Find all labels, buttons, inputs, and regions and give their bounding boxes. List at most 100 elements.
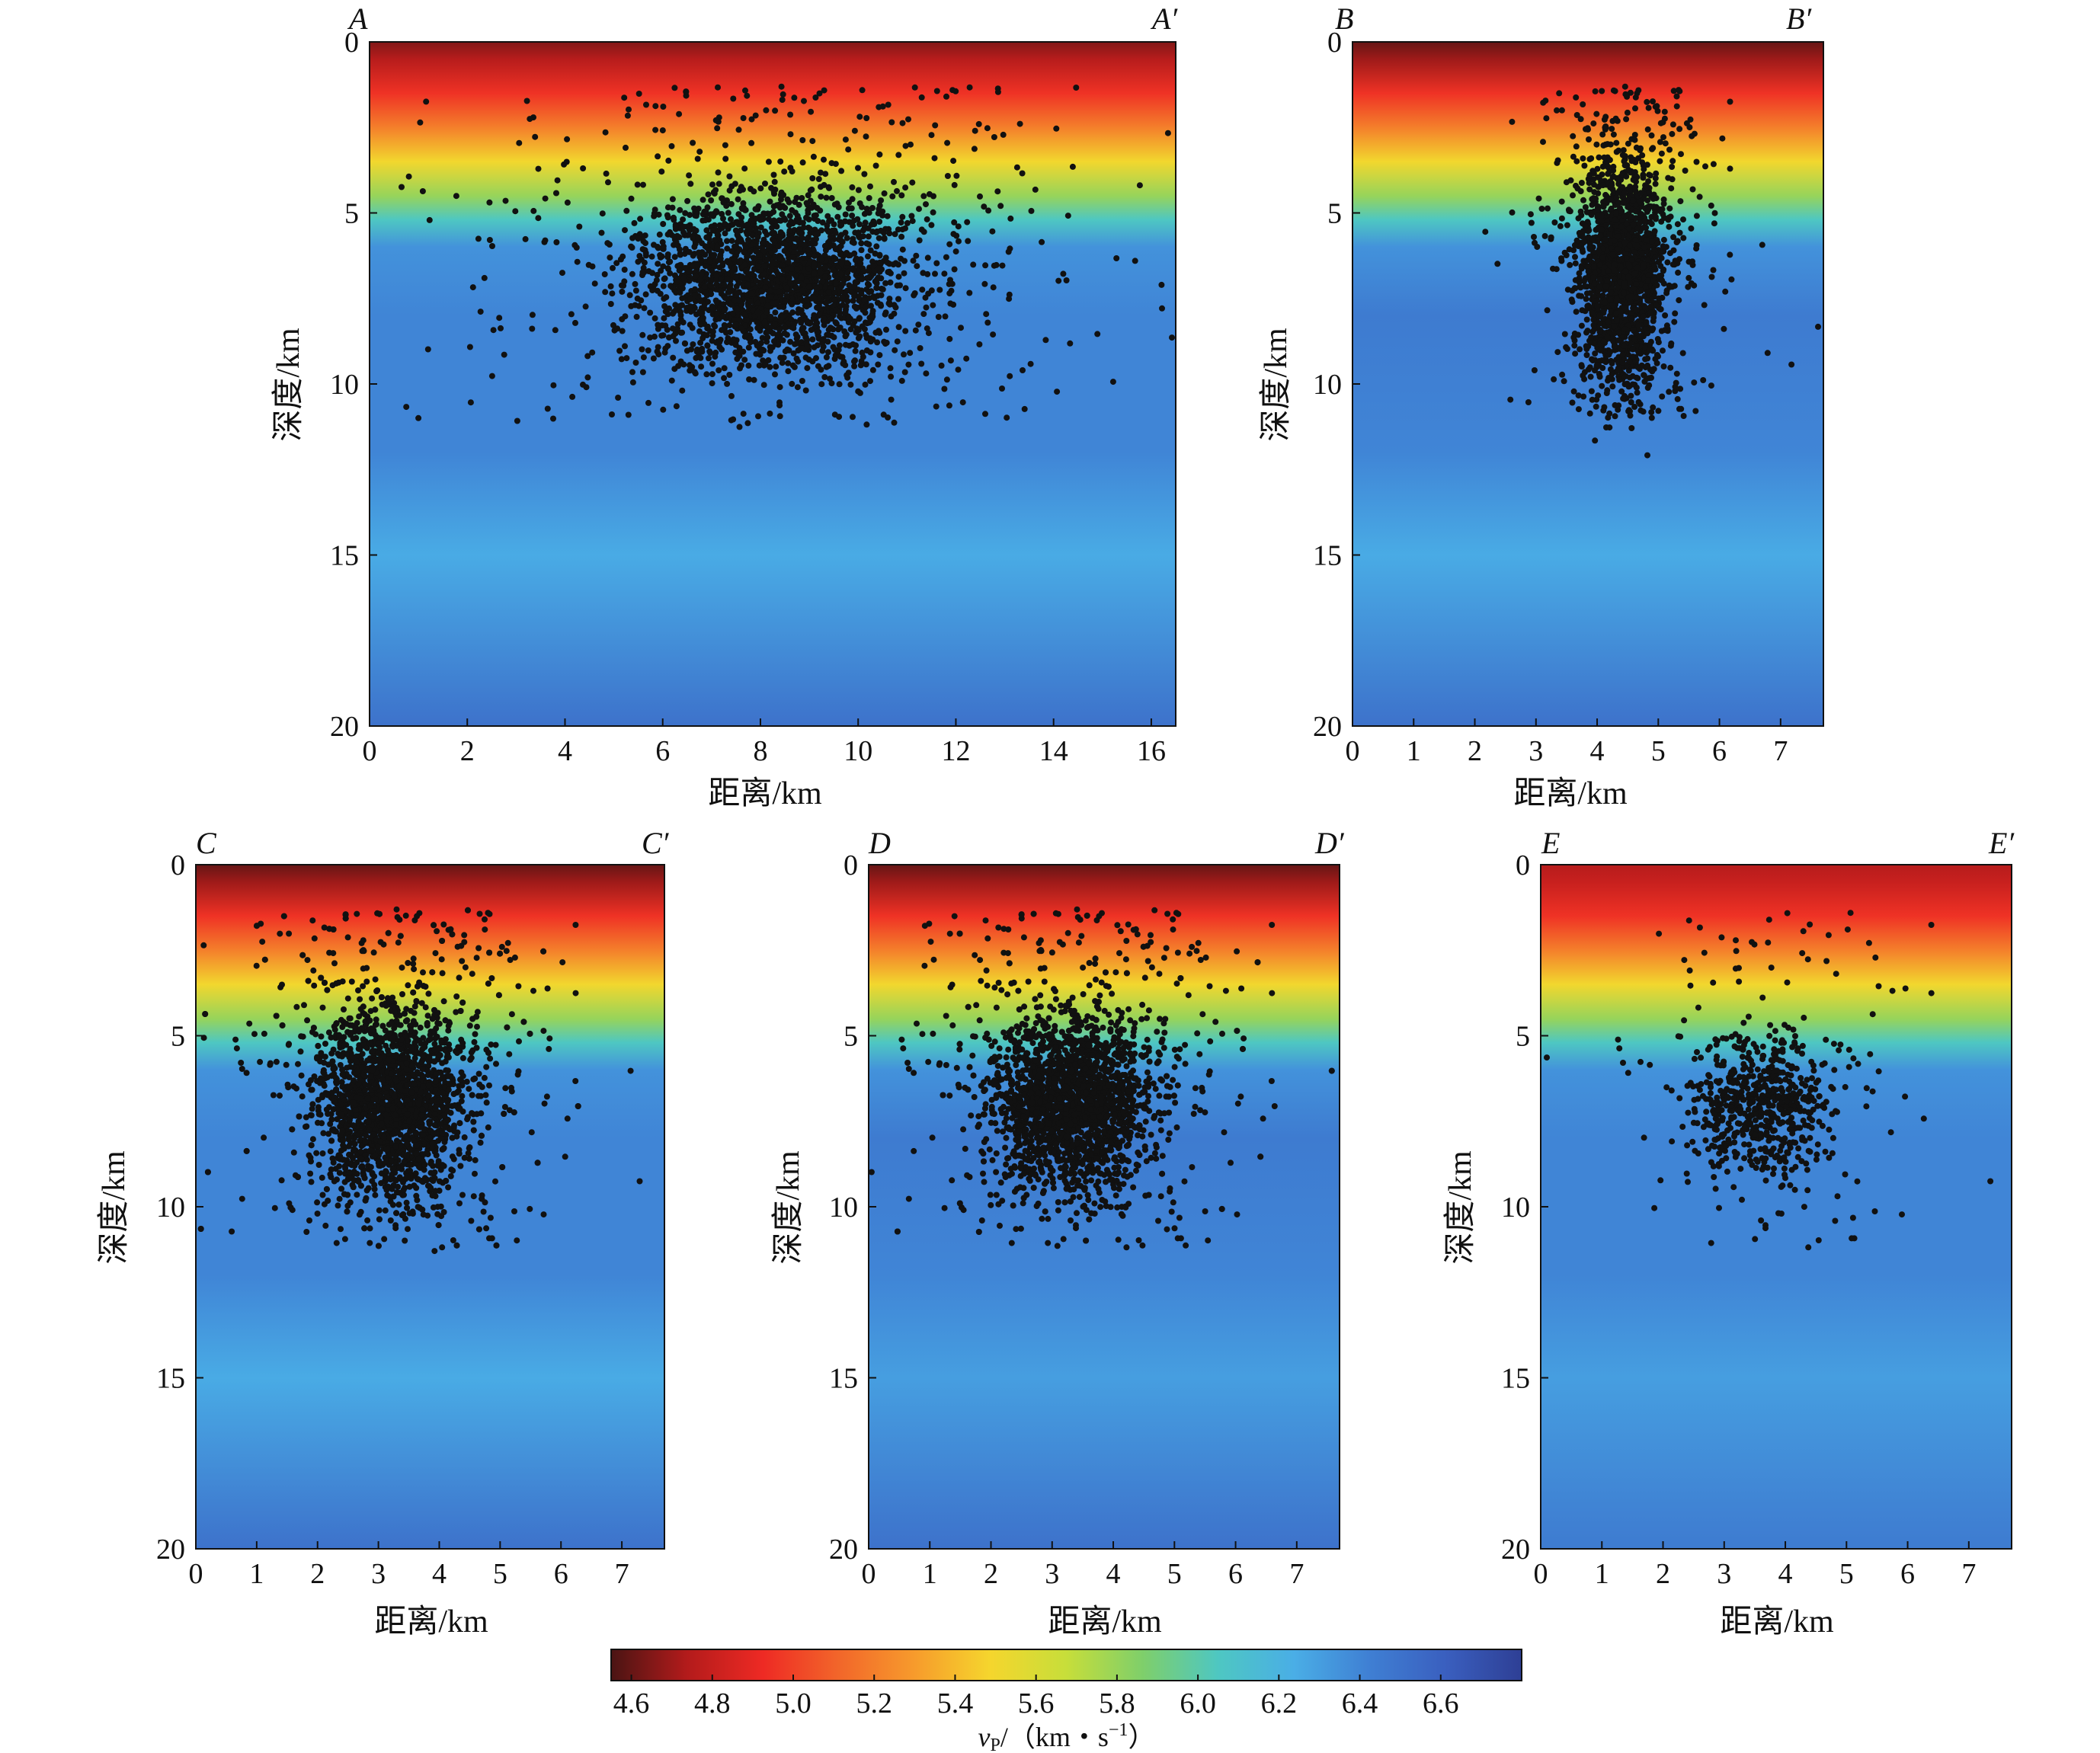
hypocenter-point <box>776 326 783 333</box>
hypocenter-point <box>838 261 845 267</box>
hypocenter-point <box>655 245 661 251</box>
hypocenter-point <box>786 274 792 281</box>
hypocenter-point <box>802 334 809 341</box>
hypocenter-point <box>628 243 635 250</box>
hypocenter-point <box>664 326 671 333</box>
hypocenter-point <box>910 258 917 264</box>
hypocenter-point <box>1628 293 1634 299</box>
hypocenter-point <box>1664 259 1671 266</box>
hypocenter-point <box>1679 350 1686 357</box>
hypocenter-point <box>1604 387 1611 394</box>
hypocenter-point <box>658 332 665 339</box>
hypocenter-point <box>1600 203 1607 210</box>
hypocenter-point <box>1593 403 1599 410</box>
hypocenter-point <box>602 129 609 136</box>
x-tick-label: 12 <box>941 735 970 767</box>
hypocenter-point <box>895 296 901 302</box>
hypocenter-point <box>897 282 903 289</box>
hypocenter-point <box>731 256 738 263</box>
hypocenter-point <box>655 261 661 267</box>
hypocenter-point <box>887 365 894 372</box>
hypocenter-point <box>1610 131 1617 138</box>
hypocenter-point <box>982 411 988 417</box>
hypocenter-point <box>902 328 909 334</box>
hypocenter-point <box>1596 373 1603 380</box>
hypocenter-point <box>861 297 868 303</box>
hypocenter-point <box>664 343 671 350</box>
hypocenter-point <box>860 268 867 275</box>
hypocenter-point <box>648 253 655 260</box>
hypocenter-point <box>730 95 737 102</box>
hypocenter-point <box>676 110 683 117</box>
hypocenter-point <box>1633 307 1640 314</box>
hypocenter-point <box>1634 294 1640 301</box>
hypocenter-point <box>1612 261 1618 268</box>
hypocenter-point <box>699 315 706 321</box>
hypocenter-point <box>1588 388 1595 395</box>
hypocenter-point <box>709 267 715 274</box>
hypocenter-point <box>1600 338 1607 345</box>
hypocenter-point <box>661 349 668 356</box>
hypocenter-point <box>1678 151 1684 158</box>
hypocenter-point <box>735 238 741 245</box>
x-tick-label: 5 <box>1651 735 1666 767</box>
hypocenter-point <box>972 127 978 134</box>
hypocenter-point <box>1652 254 1659 261</box>
hypocenter-point <box>876 328 882 334</box>
hypocenter-point <box>875 361 882 368</box>
hypocenter-point <box>1656 273 1663 280</box>
hypocenter-point <box>1644 385 1651 391</box>
hypocenter-point <box>1583 343 1589 350</box>
hypocenter-point <box>757 340 764 347</box>
hypocenter-point <box>1064 213 1071 219</box>
hypocenter-point <box>824 213 831 219</box>
hypocenter-point <box>641 259 648 266</box>
hypocenter-point <box>742 87 748 94</box>
hypocenter-point <box>1628 136 1635 142</box>
hypocenter-point <box>787 280 794 286</box>
velocity-field <box>196 865 664 1549</box>
hypocenter-point <box>1689 133 1695 139</box>
hypocenter-point <box>1659 393 1666 400</box>
hypocenter-point <box>817 207 824 214</box>
hypocenter-point <box>793 194 800 201</box>
hypocenter-point <box>639 269 646 276</box>
hypocenter-point <box>842 341 849 348</box>
hypocenter-point <box>792 210 799 216</box>
hypocenter-point <box>1006 296 1013 302</box>
hypocenter-point <box>836 381 843 388</box>
hypocenter-point <box>1589 309 1596 316</box>
hypocenter-point <box>748 116 755 123</box>
hypocenter-point <box>1634 90 1641 97</box>
hypocenter-point <box>850 222 856 229</box>
hypocenter-point <box>1016 120 1023 127</box>
hypocenter-point <box>863 275 870 282</box>
hypocenter-point <box>751 188 757 195</box>
hypocenter-point <box>1610 338 1617 344</box>
hypocenter-point <box>740 411 747 417</box>
hypocenter-point <box>865 267 872 274</box>
hypocenter-point <box>1615 189 1622 196</box>
hypocenter-point <box>748 212 755 219</box>
hypocenter-point <box>894 338 901 345</box>
hypocenter-point <box>811 261 818 267</box>
hypocenter-point <box>1509 118 1516 125</box>
hypocenter-point <box>1637 190 1644 197</box>
hypocenter-point <box>1630 327 1637 333</box>
hypocenter-point <box>604 240 611 247</box>
hypocenter-point <box>789 380 796 387</box>
hypocenter-point <box>426 216 433 223</box>
hypocenter-point <box>709 360 715 367</box>
hypocenter-point <box>720 215 726 222</box>
hypocenter-point <box>1020 367 1026 373</box>
hypocenter-point <box>828 315 835 322</box>
hypocenter-point <box>641 305 648 312</box>
hypocenter-point <box>568 311 575 318</box>
hypocenter-point <box>667 283 674 290</box>
hypocenter-point <box>719 313 726 320</box>
hypocenter-point <box>530 207 537 214</box>
hypocenter-point <box>1585 268 1592 275</box>
hypocenter-point <box>859 203 866 210</box>
hypocenter-point <box>1612 401 1618 408</box>
hypocenter-point <box>696 149 703 155</box>
